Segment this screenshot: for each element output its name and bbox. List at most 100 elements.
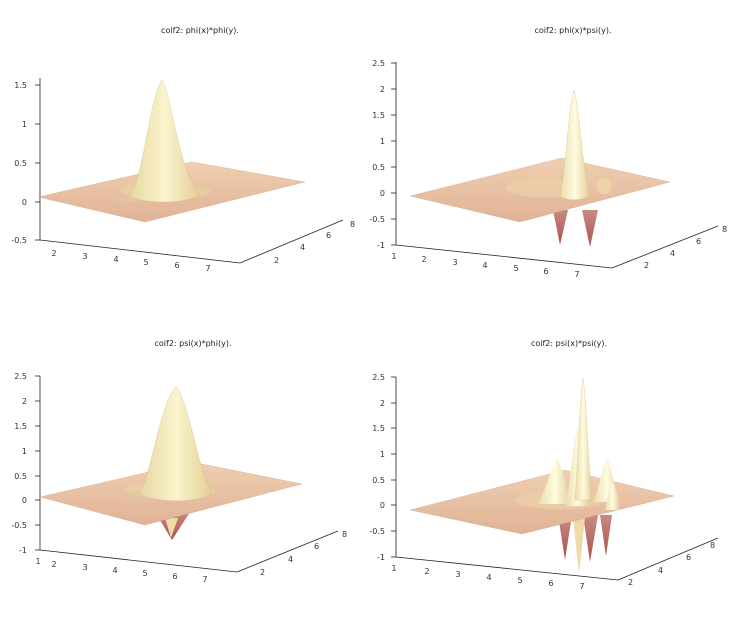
subplot-4-y-axis (617, 537, 719, 581)
subplot-4-z-ticks: 2.5 2 1.5 1 0.5 0 -0.5 -1 (369, 373, 396, 562)
subplot-3-surface (39, 385, 303, 540)
subplot-4-z-tick: -1 (377, 553, 385, 562)
subplot-2-x-tick: 6 (543, 267, 548, 276)
subplot-3-y-tick: 6 (314, 542, 319, 551)
subplot-4-x-tick: 6 (548, 579, 553, 588)
subplot-1-z-tick: 1.5 (14, 81, 27, 90)
subplot-1-title: coif2: phi(x)*phi(y). (161, 26, 239, 35)
subplot-3-z-ticks: 2.5 2 1.5 1 0.5 0 -0.5 -1 (11, 372, 40, 555)
subplot-4-x-tick: 4 (486, 573, 491, 582)
subplot-2-x-tick: 5 (513, 264, 518, 273)
subplot-2-y-ticks: 2 4 6 8 (644, 225, 727, 270)
subplot-2-z-tick: 1.5 (372, 111, 385, 120)
subplot-4-z-tick: 0.5 (372, 476, 385, 485)
subplot-4-y-ticks: 2 4 6 8 (628, 541, 715, 587)
subplot-3-x-tick: 7 (202, 575, 207, 584)
subplot-1-y-ticks: 2 4 6 8 (274, 220, 355, 265)
subplot-2-y-axis (611, 225, 719, 269)
subplot-2-z-tick: 2 (380, 85, 385, 94)
subplot-1-x-axis (39, 239, 241, 264)
subplot-3-x-tick: 4 (112, 566, 117, 575)
subplot-1-y-axis (239, 219, 344, 264)
subplot-2-x-axis (395, 244, 613, 269)
subplot-2-surface (409, 89, 671, 247)
subplot-3-z-tick: 0.5 (14, 472, 27, 481)
subplot-1-x-tick: 7 (205, 264, 210, 273)
subplot-3-z-tick: -0.5 (11, 521, 27, 530)
subplot-4-z-tick: -0.5 (369, 527, 385, 536)
subplot-3-z-tick: 0 (22, 496, 27, 505)
subplot-1-y-tick: 6 (326, 231, 331, 240)
subplot-2-x-tick: 2 (421, 255, 426, 264)
subplot-1-x-tick: 6 (174, 261, 179, 270)
subplot-2-z-tick: 1 (380, 137, 385, 146)
subplot-2-x-tick: 3 (452, 258, 457, 267)
subplot-1-x-tick: 4 (113, 255, 118, 264)
subplot-3-z-tick: 1.5 (14, 422, 27, 431)
subplot-4-x-tick: 5 (517, 576, 522, 585)
subplot-3-y-tick: 2 (260, 568, 265, 577)
subplot-3-x-axis (39, 549, 238, 573)
subplot-4-x-ticks: 1 2 3 4 5 6 7 (391, 564, 584, 591)
subplot-1-x-ticks: 2 3 4 5 6 7 (51, 249, 210, 273)
subplot-4-x-tick: 1 (391, 564, 396, 573)
subplot-4-y-tick: 6 (686, 553, 691, 562)
subplot-1-z-tick: 1 (22, 120, 27, 129)
subplot-3: coif2: psi(x)*phi(y). 2.5 2 1.5 1 0.5 0 … (11, 339, 347, 584)
subplot-4-x-tick: 3 (455, 570, 460, 579)
subplot-1-z-tick: -0.5 (11, 236, 27, 245)
subplot-2-y-tick: 2 (644, 261, 649, 270)
subplot-3-y-ticks: 2 4 6 8 (260, 530, 347, 577)
subplot-3-x-tick: 1 (35, 557, 40, 566)
subplot-4-surface (409, 377, 675, 574)
subplot-2-title: coif2: phi(x)*psi(y). (535, 26, 612, 35)
subplot-2-x-tick: 7 (574, 270, 579, 279)
subplot-2-x-ticks: 1 2 3 4 5 6 7 (391, 252, 579, 279)
subplot-4-z-tick: 0 (380, 501, 385, 510)
subplot-1-y-tick: 8 (350, 220, 355, 229)
subplot-3-x-tick: 3 (82, 563, 87, 572)
subplot-2-z-tick: 0 (380, 189, 385, 198)
subplot-2-x-tick: 1 (391, 252, 396, 261)
subplot-1-z-ticks: 1.5 1 0.5 0 -0.5 (11, 81, 40, 245)
subplot-3-z-tick: 1 (22, 447, 27, 456)
subplot-4-y-tick: 8 (710, 541, 715, 550)
subplot-3-x-tick: 6 (172, 572, 177, 581)
subplot-3-x-tick: 2 (51, 560, 56, 569)
subplot-2-z-ticks: 2.5 2 1.5 1 0.5 0 -0.5 -1 (369, 59, 396, 250)
subplot-4-x-axis (395, 556, 619, 581)
subplot-1-z-tick: 0.5 (14, 159, 27, 168)
subplot-1-x-tick: 3 (82, 252, 87, 261)
subplot-2-x-tick: 4 (482, 261, 487, 270)
subplot-3-z-tick: 2 (22, 397, 27, 406)
subplot-2-y-tick: 6 (696, 237, 701, 246)
subplot-2-z-tick: 2.5 (372, 59, 385, 68)
subplot-4-y-tick: 2 (628, 578, 633, 587)
subplot-1-surface (37, 79, 306, 223)
subplot-3-y-tick: 8 (342, 530, 347, 539)
subplot-4-z-tick: 1 (380, 450, 385, 459)
subplot-3-x-tick: 5 (142, 569, 147, 578)
subplot-3-title: coif2: psi(x)*phi(y). (155, 339, 232, 348)
subplot-2-z-tick: -1 (377, 241, 385, 250)
subplot-1-y-tick: 4 (300, 243, 305, 252)
subplot-4: coif2: psi(x)*psi(y). 2.5 2 1.5 1 0.5 0 … (369, 339, 719, 591)
subplot-4-z-tick: 2 (380, 399, 385, 408)
subplot-1-x-tick: 5 (143, 258, 148, 267)
subplot-3-y-axis (236, 530, 339, 573)
subplot-3-x-ticks: 1 2 3 4 5 6 7 (35, 557, 207, 584)
subplot-1-z-tick: 0 (22, 198, 27, 207)
subplot-1-y-tick: 2 (274, 256, 279, 265)
subplot-2-z-tick: 0.5 (372, 163, 385, 172)
subplot-3-y-tick: 4 (288, 555, 293, 564)
subplot-2-y-tick: 8 (722, 225, 727, 234)
subplot-4-x-tick: 7 (579, 582, 584, 591)
subplot-4-z-tick: 1.5 (372, 424, 385, 433)
subplot-1-x-tick: 2 (51, 249, 56, 258)
subplot-2: coif2: phi(x)*psi(y). 2.5 2 1.5 1 0.5 0 … (369, 26, 727, 279)
subplot-4-title: coif2: psi(x)*psi(y). (531, 339, 607, 348)
subplot-3-z-tick: 2.5 (14, 372, 27, 381)
subplot-1: coif2: phi(x)*phi(y). 1.5 1 0.5 0 -0.5 2… (11, 26, 355, 273)
subplot-4-y-tick: 4 (658, 566, 663, 575)
